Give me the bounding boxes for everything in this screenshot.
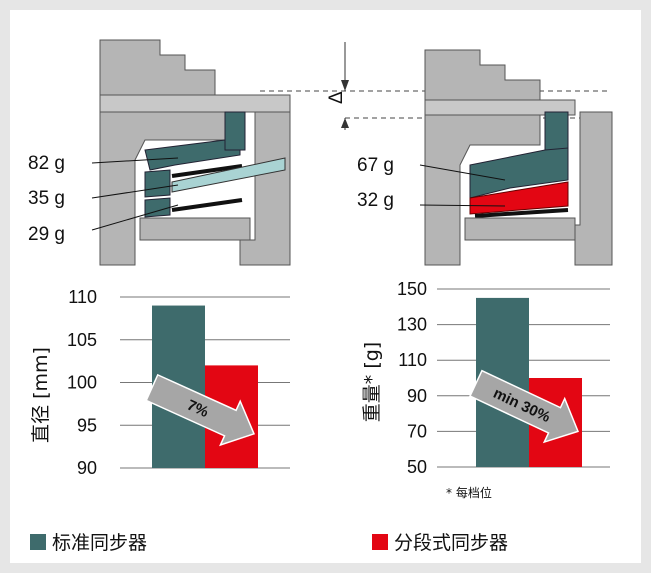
y-tick-label: 110: [68, 287, 97, 307]
y-tick-label: 90: [407, 386, 427, 406]
legend-segment: 分段式同步器: [372, 528, 508, 555]
delta-dimension: Δ: [326, 42, 349, 130]
reduction-arrow-shape: [469, 369, 580, 444]
right-housing-band: [424, 99, 576, 116]
delta-symbol: Δ: [326, 91, 347, 104]
legend-standard-label: 标准同步器: [52, 532, 148, 554]
left-ring-35g: [144, 169, 171, 198]
right-label-32g: 32 g: [357, 190, 394, 211]
y-tick-label: 110: [398, 350, 427, 370]
legend-segment-label: 分段式同步器: [394, 532, 509, 554]
y-tick-label: 95: [77, 415, 97, 435]
legend-standard-swatch: [30, 533, 46, 550]
right-housing-upper: [424, 49, 541, 101]
y-tick-label: 105: [67, 330, 97, 350]
reduction-arrow: 7%: [145, 373, 256, 447]
left-hub-top: [224, 111, 246, 151]
y-tick-label: 90: [77, 458, 97, 478]
left-housing-column: [239, 111, 291, 266]
right-housing-column: [574, 111, 613, 266]
reduction-arrow-shape: [145, 373, 256, 447]
left-label-35g: 35 g: [28, 188, 65, 209]
left-cone: [171, 157, 286, 193]
right-hub-top: [544, 111, 569, 151]
legend-standard: 标准同步器: [30, 528, 147, 555]
y-tick-label: 150: [397, 279, 427, 299]
left-label-82g: 82 g: [28, 153, 65, 174]
left-ring-29g: [144, 197, 171, 218]
weight-chart-footnote: * 每档位: [446, 485, 492, 500]
left-label-29g: 29 g: [28, 224, 65, 245]
left-housing-band: [99, 94, 291, 113]
left-housing-lower: [139, 217, 251, 241]
y-tick-label: 70: [407, 421, 427, 441]
left-housing-upper: [99, 39, 216, 96]
y-tick-label: 130: [397, 315, 427, 335]
weight-chart-ylabel: 重量* [g]: [361, 342, 383, 422]
legend-segment-swatch: [372, 533, 388, 550]
y-tick-label: 100: [67, 373, 97, 393]
right-label-67g: 67 g: [357, 155, 394, 176]
left-synchronizer-diagram: 82 g 35 g 29 g: [28, 39, 291, 266]
right-synchronizer-diagram: 67 g 32 g: [357, 49, 613, 266]
diameter-chart-ylabel: 直径 [mm]: [30, 347, 52, 443]
diameter-chart: 直径 [mm] 110 105 100 95 90 7%: [30, 287, 290, 478]
right-housing-body: [424, 114, 541, 266]
right-housing-lower: [464, 217, 576, 241]
y-tick-label: 50: [407, 457, 427, 477]
